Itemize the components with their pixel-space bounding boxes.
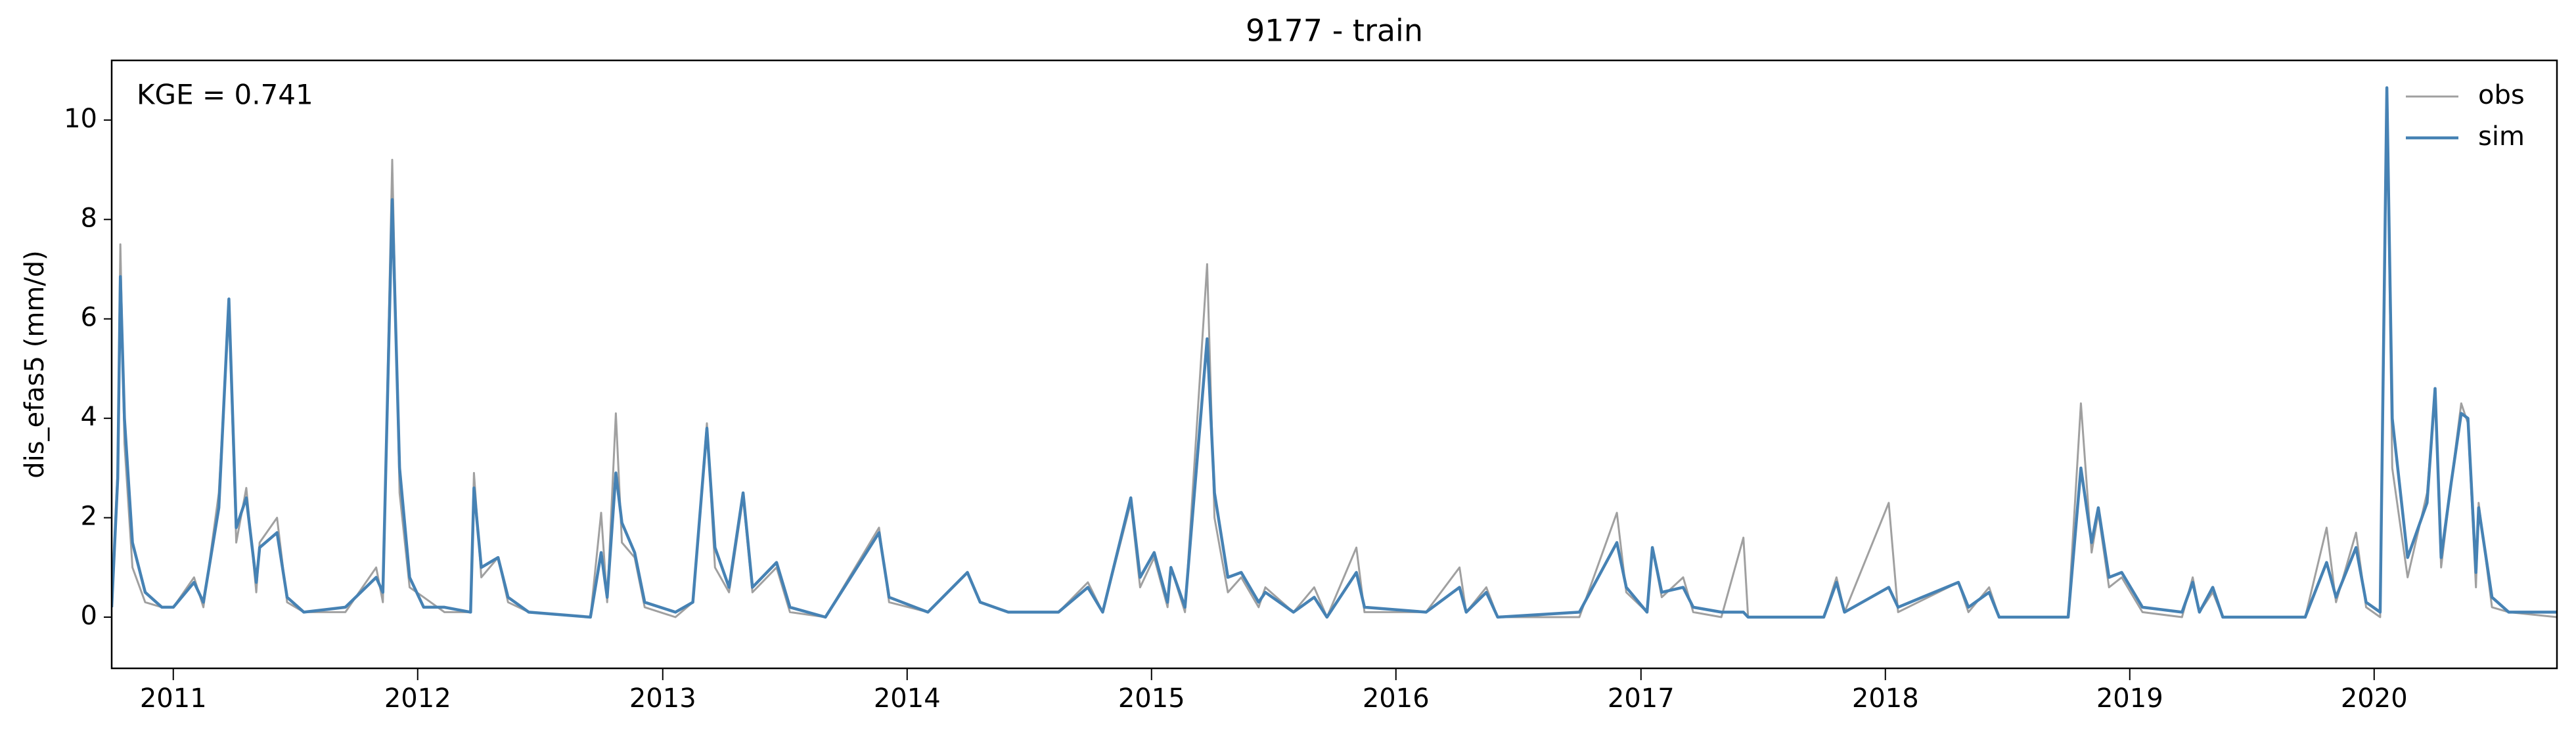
- x-tick-label: 2013: [629, 683, 696, 714]
- series-line: [112, 86, 2557, 619]
- x-tick-label: 2016: [1363, 683, 1430, 714]
- x-tick-label: 2014: [874, 683, 941, 714]
- chart-title: 9177 - train: [1246, 13, 1423, 49]
- y-tick-label: 0: [81, 601, 97, 631]
- y-tick-label: 4: [81, 402, 97, 432]
- x-tick-label: 2011: [140, 683, 207, 714]
- x-tick-label: 2018: [1852, 683, 1919, 714]
- y-axis-label: dis_efas5 (mm/d): [20, 250, 50, 479]
- x-tick-label: 2017: [1608, 683, 1675, 714]
- legend-label: obs: [2478, 80, 2525, 110]
- plot-frame: [110, 59, 2558, 670]
- x-tick-label: 2019: [2096, 683, 2163, 714]
- legend-label: sim: [2478, 121, 2525, 152]
- y-tick-label: 2: [81, 502, 97, 532]
- annotation: KGE = 0.741: [137, 79, 313, 111]
- x-tick-label: 2012: [384, 683, 451, 714]
- x-tick-label: 2015: [1118, 683, 1185, 714]
- y-tick-label: 8: [81, 203, 97, 233]
- x-tick-label: 2020: [2341, 683, 2408, 714]
- y-tick-label: 10: [64, 104, 97, 134]
- y-tick-label: 6: [81, 303, 97, 333]
